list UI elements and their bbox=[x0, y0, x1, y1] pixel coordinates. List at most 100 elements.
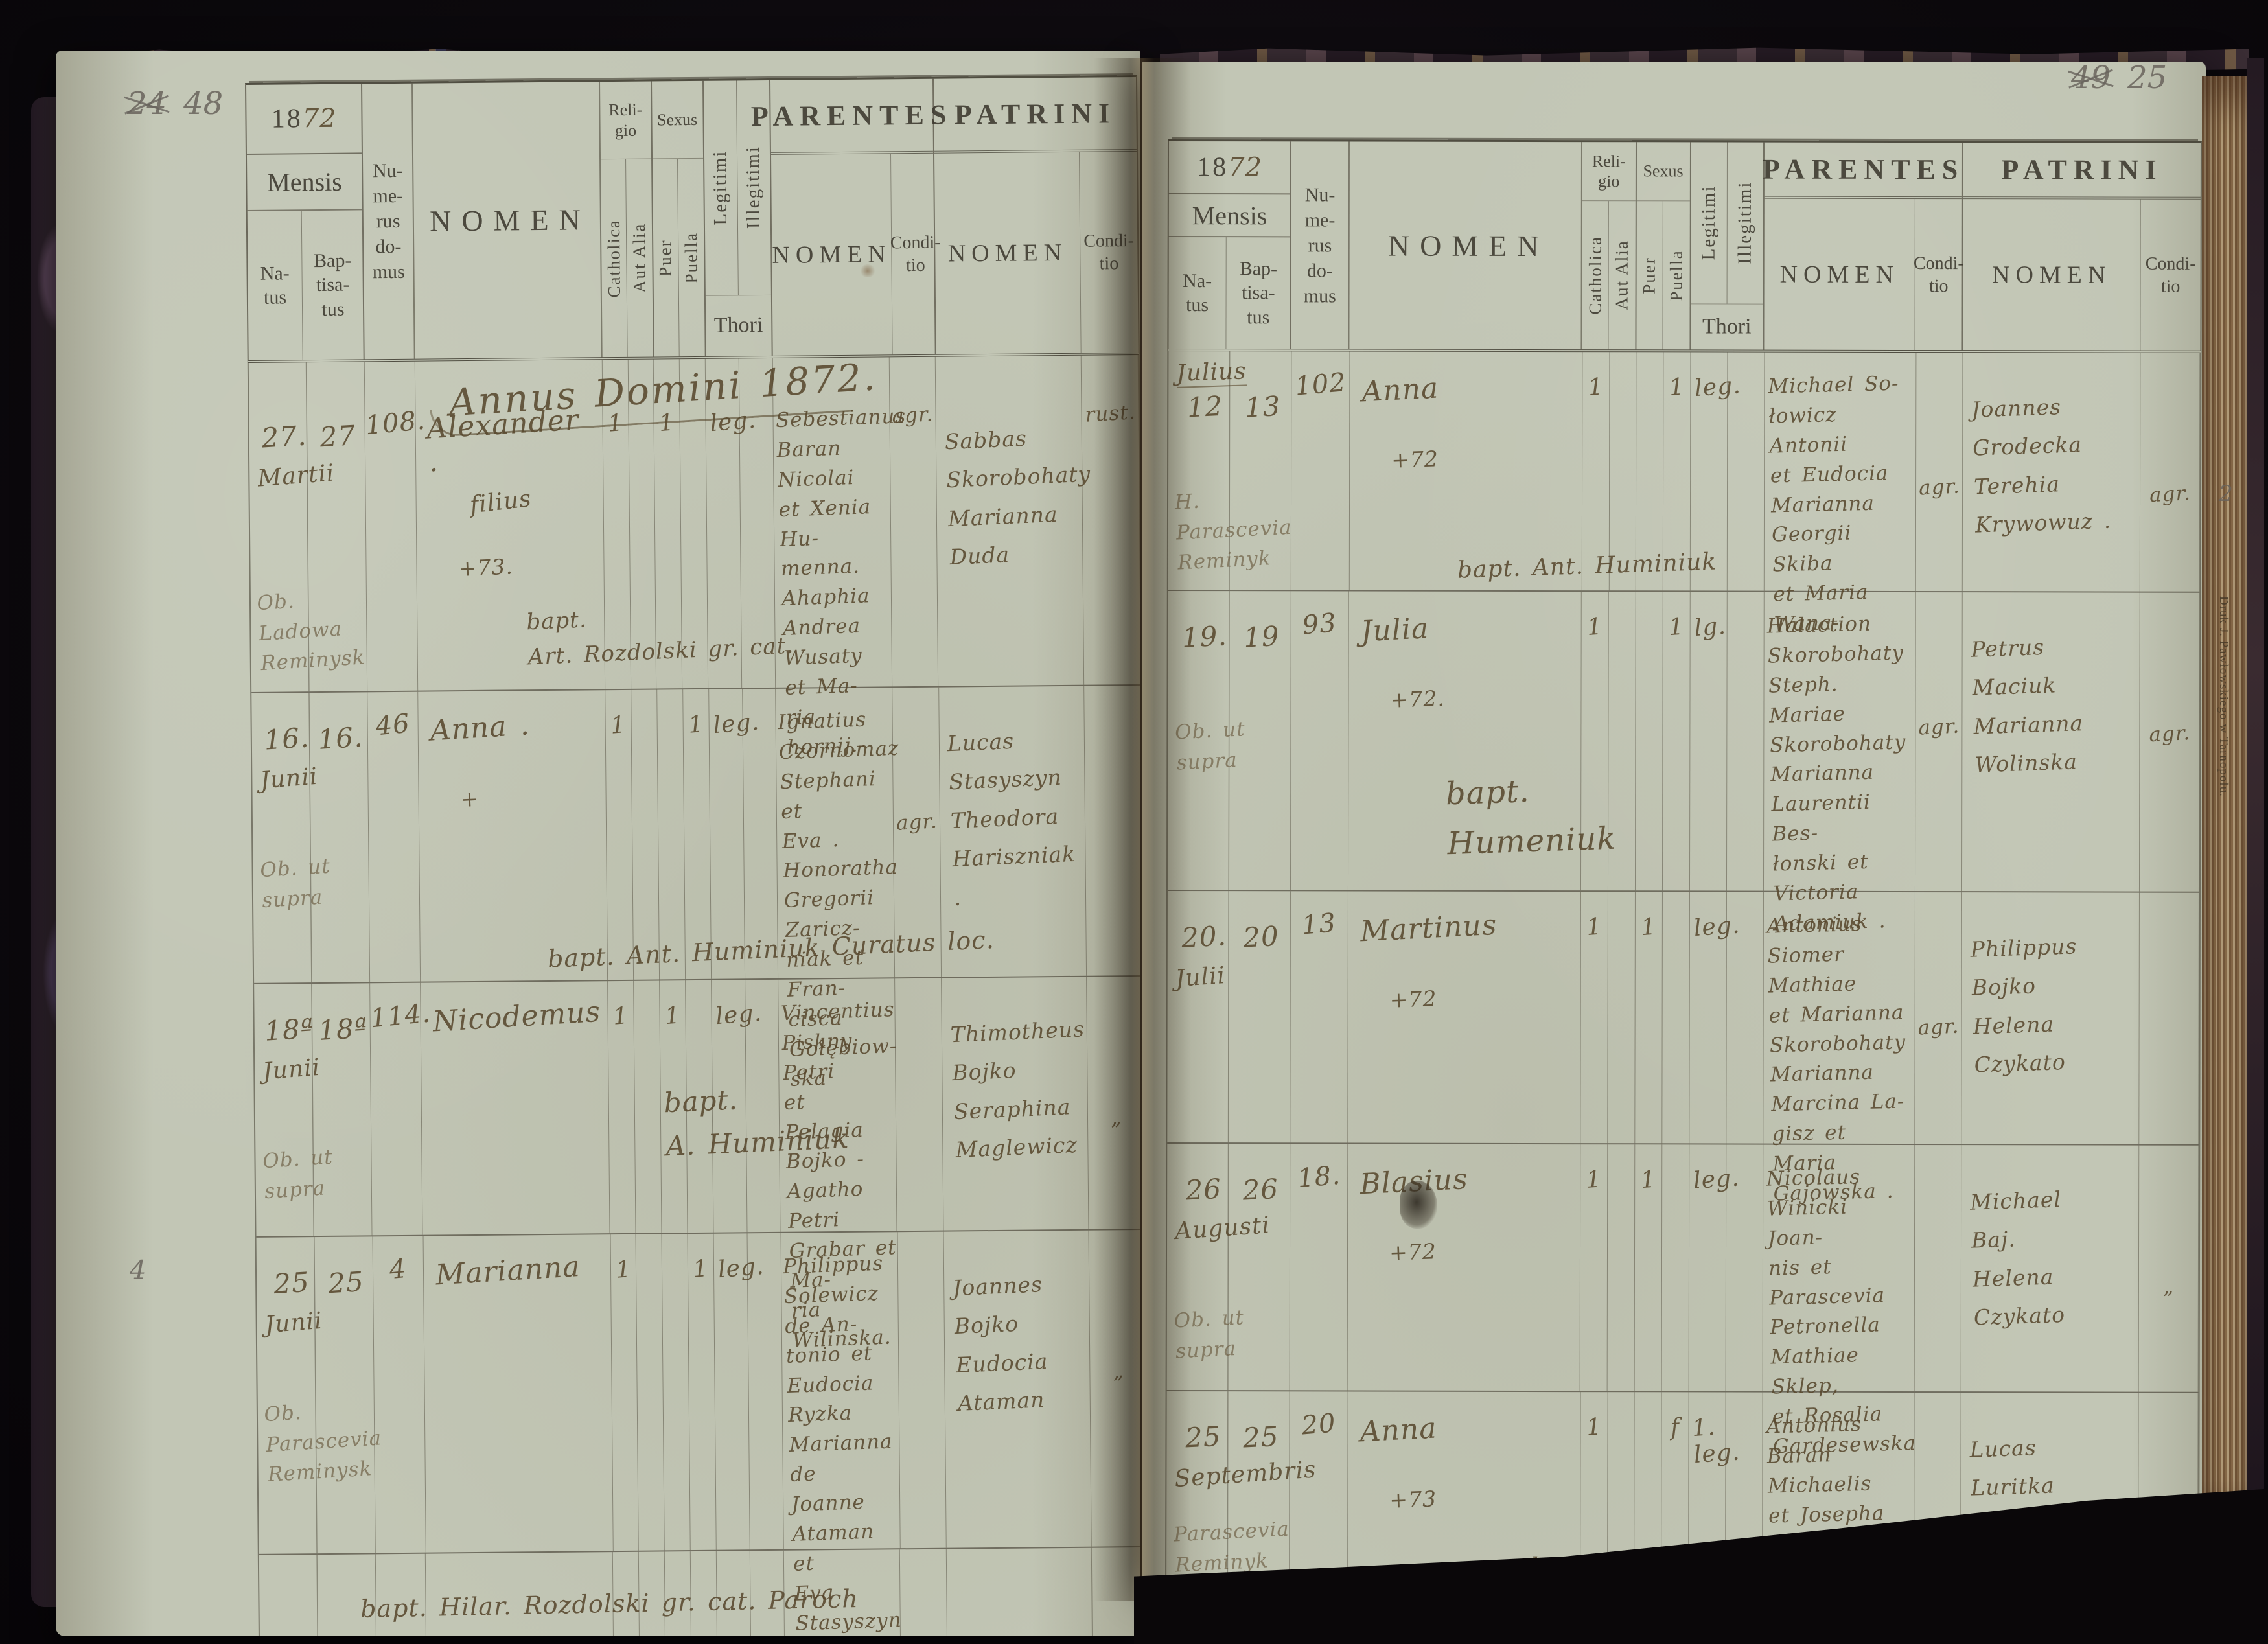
sexus-label: Sexus bbox=[1636, 142, 1690, 201]
left-table-rows: 27. 27 Martii Ob. Ladowa Reminysk 108. Al… bbox=[130, 354, 1140, 1636]
puer-cell: Puer bbox=[652, 159, 680, 357]
child-name-note bbox=[1402, 945, 1580, 964]
month-name: Augusti bbox=[1174, 1212, 1271, 1245]
dates-cell: 4 25 25 Junii Ob. Parascevia Reminysk bbox=[130, 1236, 382, 1554]
right-page: 18 72 Mensis Na- tus Bap- tisa- tus Nu- m… bbox=[1142, 62, 2206, 1579]
puer-mark-cell: 1 bbox=[1634, 1144, 1663, 1391]
house-number-cell: 102 bbox=[1291, 351, 1350, 590]
puer-mark bbox=[665, 1573, 690, 1575]
child-name-note bbox=[475, 1037, 608, 1052]
catholica-mark: 1 bbox=[609, 712, 627, 739]
right-table-rows: Julius 12 13 H. Parascevia Reminyk 102 An… bbox=[1164, 351, 2202, 1579]
column-group-religio: Reli- gio Catholica Aut Alia bbox=[1582, 142, 1637, 350]
puer-label: Puer bbox=[655, 238, 676, 277]
obit-note: Ob. ut supra bbox=[259, 854, 331, 912]
thori-label: Thori bbox=[705, 294, 772, 356]
patrini-nomen-label: NOMEN bbox=[1991, 260, 2112, 289]
right-register-table: 18 72 Mensis Na- tus Bap- tisa- tus Nu- m… bbox=[1164, 139, 2202, 1579]
baptisatus-value: 19 bbox=[1243, 619, 1280, 654]
aut-alia-mark bbox=[1609, 613, 1636, 615]
aut-alia-mark bbox=[1610, 373, 1636, 375]
obit-note: Ob. ut supra bbox=[262, 1145, 334, 1203]
house-number: 4 bbox=[388, 1253, 408, 1286]
patrini-cell: Sabbas Skorobohaty Marianna Duda bbox=[936, 355, 1092, 686]
aut-alia-mark bbox=[1608, 1413, 1634, 1415]
death-cross-note: +72. bbox=[1390, 685, 1446, 713]
month-name-top: Julius bbox=[1175, 358, 1247, 388]
thori-mark: leg. bbox=[717, 1253, 765, 1284]
numerus-domus-label: Nu- me- rus do- mus bbox=[1291, 141, 1350, 349]
natus-value bbox=[267, 1583, 321, 1586]
mensis-subcolumns: Na- tus Bap- tisa- tus bbox=[1168, 237, 1290, 349]
aut-alia-mark-cell bbox=[634, 980, 662, 1233]
parentes-nomen-label: NOMEN bbox=[1779, 260, 1899, 288]
aut-alia-cell: Aut Alia bbox=[1609, 201, 1636, 349]
baptisatus-label: Bap- tisa- tus bbox=[313, 249, 352, 320]
patrini-cell: Petrus Maciuk Marianna Wolinska bbox=[1961, 592, 2141, 892]
natus-value: 26 bbox=[1185, 1172, 1223, 1207]
legitimi-label: Legitimi bbox=[710, 150, 732, 226]
child-name-note bbox=[1404, 406, 1582, 424]
house-number: 18. bbox=[1295, 1160, 1342, 1194]
natus-value: 27. bbox=[260, 419, 308, 454]
month-name: Martii bbox=[256, 459, 336, 492]
margin-number: 4 bbox=[129, 1255, 146, 1286]
patrini-conditio-cell bbox=[1091, 1547, 1140, 1636]
patrini-names: Sabbas Skorobohaty Marianna Duda bbox=[944, 425, 1092, 570]
house-number: 20 bbox=[1300, 1408, 1337, 1441]
name-cell: Nicodemus bbox=[421, 981, 610, 1235]
religio-label: Reli- gio bbox=[1582, 142, 1636, 201]
natus-label: Na- tus bbox=[247, 211, 304, 360]
patrini-names: Michael Baj. Helena Czykato bbox=[1969, 1187, 2066, 1330]
parents-cell: Antonius Siomer Mathiae et Marianna Skor… bbox=[1763, 892, 1916, 1205]
thori-mark: 1. leg. bbox=[1691, 1413, 1741, 1469]
child-name-note bbox=[478, 1290, 610, 1305]
illegitimi-mark-cell bbox=[1726, 592, 1765, 891]
parents-conditio-cell: agr. bbox=[1915, 592, 1963, 892]
parents-cell: Michael So- łowicz Antonii et Eudocia Ma… bbox=[1764, 352, 1917, 636]
child-name: Martinus bbox=[1360, 908, 1498, 949]
aut-alia-mark bbox=[1608, 1166, 1635, 1168]
column-group-patrini: PATRINI NOMEN Condi- tio bbox=[934, 77, 1139, 354]
obit-note: Ob. ut supra bbox=[1173, 1306, 1245, 1363]
patrini-conditio-cell: „ bbox=[1089, 1229, 1140, 1547]
puer-mark: 1 bbox=[1640, 913, 1658, 942]
baptisatus-value: 27 bbox=[319, 419, 357, 454]
patrini-cell: Joannes Grodecka Terehia Krywowuz . bbox=[1962, 353, 2141, 592]
catholica-label: Catholica bbox=[1585, 235, 1605, 315]
mensis-label: Mensis bbox=[1168, 194, 1291, 238]
house-number: 93 bbox=[1301, 608, 1338, 641]
patrini-names: Joannes Grodecka Terehia Krywowuz . bbox=[1971, 394, 2112, 538]
legitimi-cell: Legitimi bbox=[703, 80, 739, 295]
year-cell: 18 72 bbox=[1168, 141, 1291, 195]
obit-note: Ob. ut supra bbox=[1174, 717, 1246, 775]
death-cross-note: +72 bbox=[1389, 1238, 1437, 1266]
column-group-parentes: PARENTES NOMEN Condi- tio bbox=[1763, 142, 1964, 351]
puer-mark bbox=[662, 1255, 688, 1257]
parents-cell: Halaction Skorobohaty Steph. Mariae Skor… bbox=[1763, 592, 1916, 935]
month-name: Septembris bbox=[1174, 1456, 1317, 1493]
patrini-names: Petrus Maciuk Marianna Wolinska bbox=[1970, 634, 2084, 778]
parents-conditio: agr. bbox=[1917, 1014, 1960, 1040]
parentes-conditio-label: Condi- tio bbox=[890, 153, 941, 355]
aut-alia-mark bbox=[1608, 913, 1635, 915]
right-page-number-crossed: 49 bbox=[2071, 60, 2111, 96]
parentes-nomen-label: NOMEN bbox=[772, 240, 892, 269]
house-number-cell: 46 bbox=[367, 691, 421, 982]
name-cell: Martinus +72 bbox=[1348, 891, 1582, 1144]
dates-cell: 25 25 Septembris Parascevia Reminyk bbox=[1166, 1391, 1317, 1579]
date-numbers: 25 25 bbox=[1174, 1420, 1289, 1454]
table-header: 18 72 Mensis Na- tus Bap- tisa- tus Nu- m… bbox=[1167, 139, 2202, 353]
thori-mark: leg. bbox=[1693, 912, 1741, 942]
sexus-label: Sexus bbox=[651, 80, 703, 159]
patrini-cell: Philippus Bojko Helena Czykato bbox=[1961, 892, 2140, 1144]
catholica-mark: 1 bbox=[1585, 1413, 1603, 1441]
child-name-note bbox=[1403, 645, 1581, 664]
thori-mark: leg. bbox=[1692, 1164, 1741, 1195]
left-page-number-crossed: 24 bbox=[127, 86, 167, 122]
illegitimi-mark-cell bbox=[1727, 352, 1765, 591]
puer-mark bbox=[657, 711, 682, 713]
illegitimi-mark-cell bbox=[1726, 1144, 1764, 1391]
house-number: 46 bbox=[374, 708, 411, 742]
child-name-note: filius bbox=[469, 485, 533, 519]
